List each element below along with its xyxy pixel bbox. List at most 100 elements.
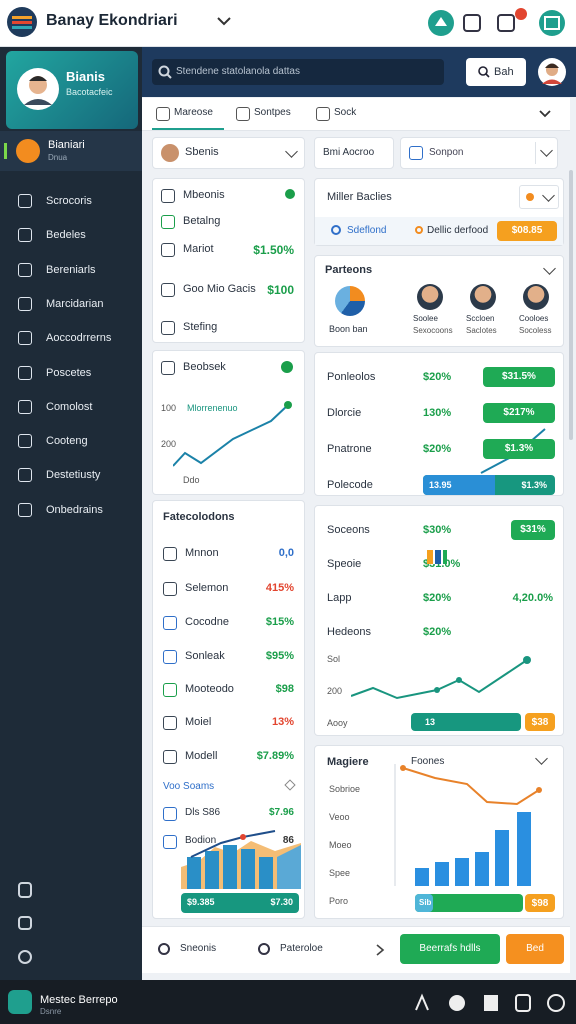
trend-line (173, 401, 292, 467)
chevron[interactable] (542, 189, 555, 202)
summary-footer: 13 (411, 713, 521, 731)
tab[interactable]: Mareose (152, 98, 224, 130)
tab-label: Mareose (174, 107, 213, 118)
list-label: Stefing (183, 321, 218, 333)
summary-label: Soceons (327, 524, 370, 536)
nav-label: Scrocoris (46, 195, 92, 207)
metrics-chart (181, 830, 301, 889)
badge: $31.5% (483, 367, 555, 387)
icon (161, 189, 175, 203)
secondary-button[interactable]: Bed (506, 934, 564, 964)
nav-item[interactable]: Bedeles (0, 220, 142, 250)
icon (236, 107, 250, 121)
nav-item[interactable]: Destetiusty (0, 460, 142, 490)
summary-value: $20% (423, 626, 452, 638)
profile-card: Bianis Bacotacfeic (6, 51, 138, 129)
title-menu[interactable] (216, 14, 232, 28)
nav-item[interactable]: Onbedrains (0, 495, 142, 525)
scrollbar[interactable] (569, 170, 573, 440)
footer-link[interactable]: Pateroloe (280, 943, 323, 954)
link-icon (158, 943, 170, 955)
stat-value: $20% (423, 443, 452, 455)
close[interactable] (284, 779, 296, 791)
icon (18, 502, 32, 517)
primary-button[interactable]: Beerrafs hdlls (400, 934, 500, 964)
metric-value: 415% (265, 582, 294, 594)
tab[interactable]: Sontpes (232, 98, 304, 128)
icon (18, 228, 32, 243)
user-avatar[interactable] (537, 57, 567, 87)
chip[interactable]: Bmi Aocroo (314, 137, 394, 169)
person-name: Cooloes (519, 314, 549, 323)
icon (163, 750, 177, 764)
metric-value: 13% (271, 716, 294, 728)
footer-value: 13 (425, 717, 436, 727)
nav-label: Destetiusty (46, 469, 101, 482)
pie-icon (335, 286, 365, 316)
nav-item[interactable]: Bereniarls (0, 255, 142, 285)
list-label: Mbeonis (183, 189, 225, 201)
badge: $1.3% (483, 439, 555, 459)
status-dot (281, 361, 293, 373)
select-label: Sbenis (185, 146, 219, 158)
icon (163, 650, 177, 664)
filter-dropdown[interactable] (519, 185, 559, 209)
nav-item[interactable]: Aoccodrrerns (0, 323, 142, 353)
nav-item[interactable]: Scrocoris (0, 186, 142, 216)
sidebar-tools (18, 882, 32, 964)
footer-link[interactable]: Sneonis (180, 943, 217, 954)
nav-item[interactable]: Marcidarian (0, 289, 142, 319)
person-name: Sccloen (466, 314, 495, 323)
list-label: Goo Mio Gacis (183, 283, 256, 295)
chip-label: Bmi Aocroo (323, 147, 375, 158)
list-label: Betalng (183, 215, 221, 227)
next-icon[interactable] (374, 943, 386, 957)
axis-label: Sol (327, 654, 341, 664)
footer-value: Sib (419, 898, 432, 907)
person-role: Saclotes (466, 326, 497, 335)
icon (163, 835, 177, 849)
metric-value: $98 (275, 683, 294, 695)
sub-footer: $9.385 $7.30 (181, 893, 299, 913)
icon (316, 107, 330, 121)
filter-title: Miller Baclies (327, 191, 392, 203)
axis-label: Moeo (329, 840, 352, 850)
tabs-menu[interactable] (538, 108, 552, 120)
tab[interactable]: Sock (312, 98, 362, 128)
icon (161, 215, 175, 229)
nav-label: Bianiari (48, 139, 85, 151)
chevron[interactable] (543, 262, 556, 275)
chevron[interactable] (285, 145, 298, 158)
avatar (161, 144, 179, 162)
tab-label: Sock (334, 107, 357, 118)
badge: $31% (511, 520, 555, 540)
metric-value: $95% (265, 650, 294, 662)
person-role: Sexocoons (413, 326, 453, 335)
search-button-label: Bah (494, 66, 514, 78)
search-button[interactable]: Bah (466, 58, 526, 86)
nav-item[interactable]: Cooteng (0, 426, 142, 456)
dropdown[interactable]: Sonpon (400, 137, 558, 169)
axis-label: Poro (329, 896, 349, 906)
bars-chart (394, 764, 542, 886)
nav-active[interactable]: Bianiari Dnua (0, 131, 142, 171)
nav-item[interactable]: Comolost (0, 392, 142, 422)
search-input[interactable]: Stendene statolanola dattas (152, 59, 444, 85)
bars-footer (415, 894, 523, 912)
icon (18, 262, 32, 277)
nav-item[interactable]: Poscetes (0, 358, 142, 388)
person-select[interactable]: Sbenis (152, 137, 305, 169)
search-placeholder: Stendene statolanola dattas (176, 66, 300, 77)
chevron[interactable] (540, 144, 553, 157)
tabs: Mareose Sontpes Sock (142, 98, 570, 131)
icon (18, 468, 32, 483)
sub-value: 86 (282, 835, 294, 846)
icons (427, 550, 447, 564)
summary-extra: 4,20.0% (512, 592, 553, 604)
metrics-title: Fatecolodons (163, 511, 235, 523)
sub-label: Dls S86 (185, 807, 221, 818)
bars-title: Magiere (327, 756, 369, 768)
badge: $217% (483, 403, 555, 423)
people-title: Parteons (325, 264, 373, 276)
metric-value: $7.89% (256, 750, 294, 762)
